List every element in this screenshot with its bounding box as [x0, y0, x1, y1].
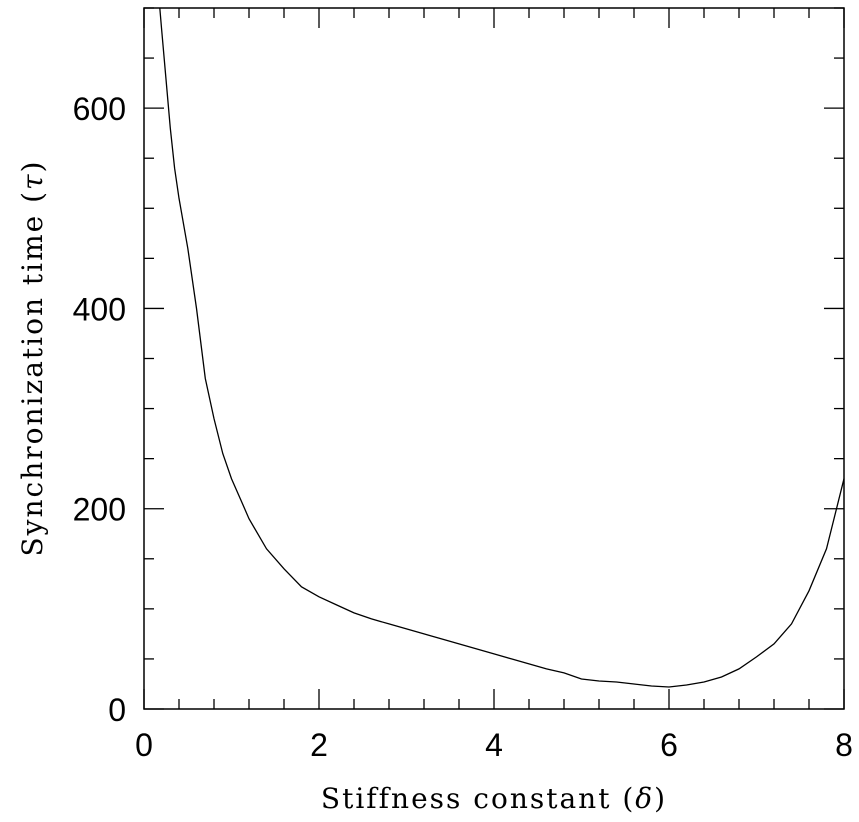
x-tick-label: 8	[835, 727, 853, 763]
y-tick-label: 0	[108, 692, 126, 728]
axis-tick-labels: 0 2 4 6 8 0 200 400 600	[73, 91, 853, 763]
series-line	[159, 7, 845, 688]
plot-area	[143, 7, 845, 710]
axis-ticks	[143, 7, 845, 710]
y-tick-label: 600	[73, 91, 126, 127]
y-axis-label: Synchronization time (τ)	[16, 159, 49, 556]
y-tick-label: 200	[73, 492, 126, 528]
x-tick-label: 0	[135, 727, 153, 763]
x-tick-label: 2	[310, 727, 328, 763]
y-tick-label: 400	[73, 291, 126, 327]
x-tick-label: 4	[485, 727, 503, 763]
x-axis-label: Stiffness constant (δ)	[321, 782, 667, 815]
x-tick-label: 6	[660, 727, 678, 763]
